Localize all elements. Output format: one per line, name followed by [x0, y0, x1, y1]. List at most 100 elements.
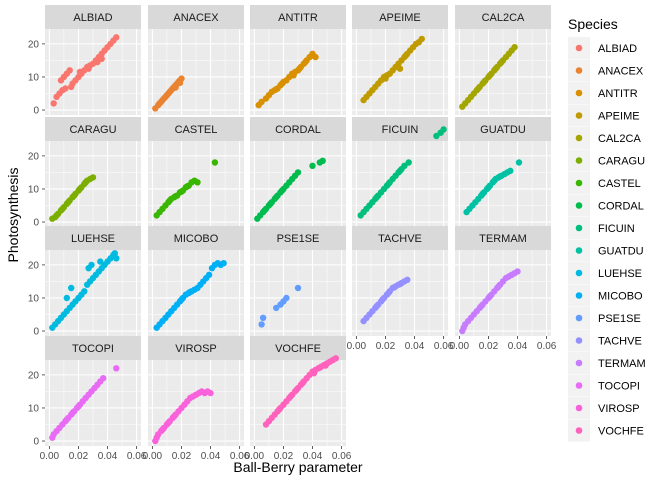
data-point: [316, 364, 323, 371]
legend-key-point: [575, 67, 583, 74]
data-point: [293, 386, 300, 393]
data-point: [65, 199, 72, 206]
x-axis-title: Ball-Berry parameter: [233, 459, 362, 475]
data-point: [475, 85, 482, 92]
y-tick-label: 0: [33, 218, 39, 229]
legend-title: Species: [568, 16, 618, 32]
facet-strip-label: ANACEX: [173, 12, 219, 24]
legend-key-point: [575, 382, 583, 389]
facet-strip: [352, 226, 448, 250]
data-point: [396, 280, 404, 288]
data-point: [385, 180, 392, 188]
facet-strip: [352, 5, 448, 29]
x-tick-label: 0.00: [143, 451, 163, 462]
facet-strip: [45, 336, 141, 360]
x-tick-label: 0.02: [479, 341, 499, 352]
facet-strip: [250, 117, 346, 141]
data-point: [59, 205, 66, 212]
facet-strip-label: GUATDU: [480, 124, 526, 136]
data-point: [373, 303, 380, 310]
y-tick-label: 20: [28, 39, 40, 50]
data-point: [261, 207, 268, 214]
data-point: [382, 75, 389, 82]
legend-key-point: [575, 427, 583, 434]
legend-key-point: [575, 404, 583, 412]
legend-label: CAL2CA: [598, 133, 641, 145]
x-tick-label: 0.00: [347, 341, 367, 352]
facet-strip-label: PSE1SE: [277, 233, 320, 245]
data-point: [273, 86, 280, 93]
facet-strip-label: VIROSP: [175, 343, 217, 355]
legend-key-point: [575, 44, 583, 52]
data-point: [515, 159, 523, 166]
facet-strip: [352, 117, 448, 141]
data-point: [283, 294, 290, 302]
x-tick-label: 0.02: [172, 451, 192, 462]
data-point: [100, 375, 107, 382]
data-point: [70, 192, 78, 199]
data-point: [94, 58, 101, 66]
x-tick-label: 0.00: [245, 451, 265, 462]
facet-strip-label: LUEHSE: [71, 233, 115, 245]
data-point: [69, 409, 76, 417]
legend-key-point: [575, 202, 583, 209]
x-tick-label: 0.02: [69, 451, 89, 462]
legend-key-point: [575, 359, 583, 367]
data-point: [309, 162, 316, 169]
data-point: [385, 289, 392, 297]
facet-strip: [250, 336, 346, 360]
data-point: [396, 65, 404, 72]
data-point: [258, 321, 265, 328]
data-point: [492, 65, 499, 72]
legend-label: VIROSP: [598, 403, 640, 415]
data-point: [294, 169, 302, 176]
data-point: [396, 167, 404, 174]
facet-strip-label: FICUIN: [382, 124, 419, 136]
facet-strip-label: VOCHFE: [275, 343, 321, 355]
data-point: [205, 271, 213, 278]
data-point: [404, 276, 411, 283]
data-point: [495, 283, 502, 290]
legend-key-point: [575, 157, 583, 164]
data-point: [178, 188, 185, 195]
data-point: [379, 296, 386, 303]
data-point: [76, 185, 84, 193]
facet-strip: [148, 336, 244, 360]
data-point: [62, 85, 69, 92]
data-point: [156, 100, 163, 107]
data-point: [480, 78, 488, 86]
legend-label: VOCHFE: [598, 426, 644, 438]
x-tick-label: 0.06: [537, 341, 557, 352]
legend-label: CARAGU: [598, 156, 645, 168]
legend-label: ANACEX: [598, 66, 644, 78]
data-point: [299, 380, 306, 387]
data-point: [165, 419, 172, 426]
facet-strip-label: TACHVE: [378, 233, 422, 245]
data-point: [440, 126, 447, 133]
data-point: [184, 183, 191, 190]
y-tick-label: 10: [28, 293, 40, 304]
data-point: [211, 159, 219, 166]
data-point: [171, 413, 178, 420]
facet-strip: [45, 117, 141, 141]
data-point: [207, 389, 214, 397]
facet-strip: [148, 117, 244, 141]
data-point: [172, 84, 179, 91]
data-point: [88, 261, 95, 269]
x-tick-label: 0.06: [434, 341, 454, 352]
x-tick-label: 0.04: [508, 341, 528, 352]
data-point: [290, 72, 297, 79]
data-point: [373, 194, 380, 201]
legend-label: GUATDU: [598, 246, 644, 258]
facet-strip-label: TOCOPI: [72, 343, 114, 355]
y-tick-label: 20: [28, 151, 40, 162]
data-point: [294, 284, 302, 292]
data-point: [75, 403, 82, 410]
y-tick-label: 0: [33, 106, 39, 117]
y-tick-label: 20: [28, 260, 40, 271]
legend-key-point: [575, 247, 583, 254]
data-point: [322, 362, 329, 369]
legend-key-point: [575, 337, 583, 344]
data-point: [81, 288, 88, 295]
